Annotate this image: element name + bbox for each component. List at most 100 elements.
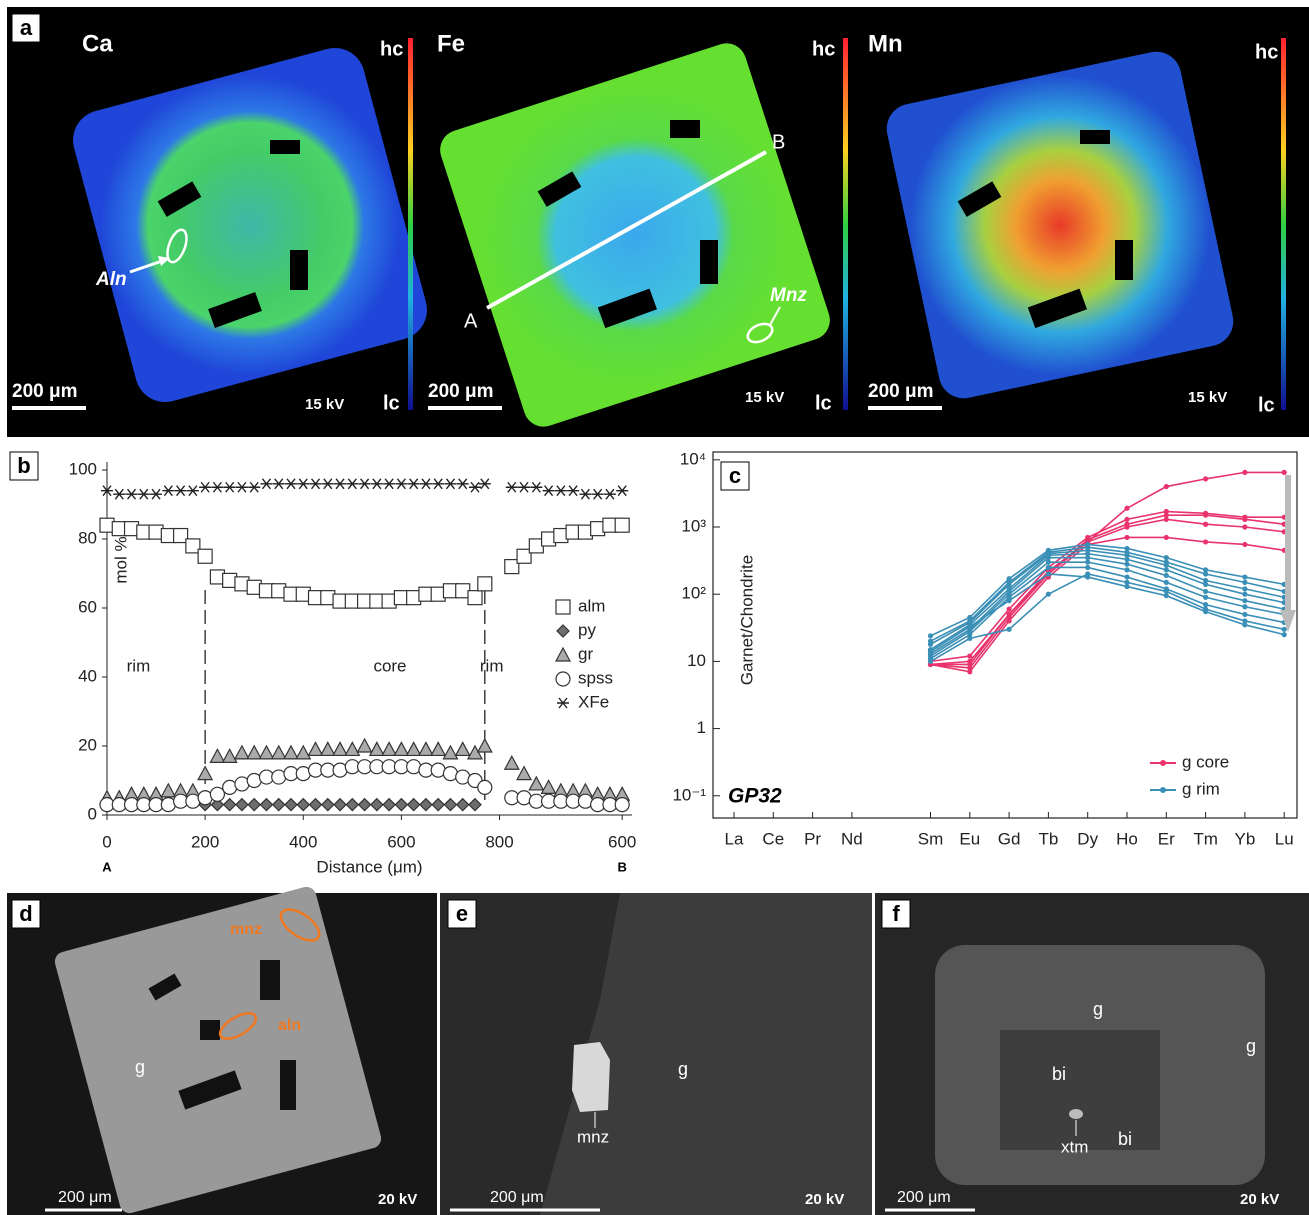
data-point <box>1242 592 1247 597</box>
data-point <box>928 642 933 647</box>
data-point <box>359 799 371 811</box>
data-point <box>260 479 272 489</box>
data-point <box>359 479 371 489</box>
data-point <box>431 742 445 755</box>
x-tick-label: Sm <box>918 829 944 848</box>
zone-label: rim <box>127 656 151 675</box>
data-point <box>1085 560 1090 565</box>
aln-label: aln <box>278 1017 301 1034</box>
element-label: Fe <box>437 30 465 57</box>
y-tick-label: 40 <box>78 666 97 685</box>
data-point <box>198 549 212 563</box>
data-point <box>443 746 457 759</box>
garnet-map <box>882 47 1238 403</box>
data-point <box>592 489 604 499</box>
x-tick-label: 800 <box>485 832 513 851</box>
data-point <box>310 799 322 811</box>
x-tick-label: La <box>725 829 744 848</box>
data-point <box>1203 609 1208 614</box>
panel-label: b <box>17 453 30 478</box>
data-point <box>457 479 469 489</box>
data-point <box>579 489 591 499</box>
data-point <box>1164 535 1169 540</box>
data-point <box>530 482 542 492</box>
x-tick-label: 600 <box>387 832 415 851</box>
biotite-region <box>1000 1030 1160 1150</box>
mineral-label: bi <box>1052 1064 1066 1084</box>
x-tick-label: Eu <box>959 829 980 848</box>
kv-label: 15 kV <box>745 389 784 406</box>
data-point <box>478 780 492 794</box>
data-point <box>928 633 933 638</box>
data-point <box>224 799 236 811</box>
mnz-label: Mnz <box>770 285 807 306</box>
data-point <box>236 799 248 811</box>
annotation: GP32 <box>728 785 782 808</box>
data-point <box>518 482 530 492</box>
data-point <box>1007 612 1012 617</box>
data-point <box>321 742 335 755</box>
data-point <box>505 756 519 769</box>
data-point <box>517 767 531 780</box>
data-point <box>1046 592 1051 597</box>
panel-label: a <box>20 15 33 40</box>
color-bar <box>408 38 413 410</box>
data-point <box>1085 555 1090 560</box>
data-point <box>223 749 237 762</box>
data-point <box>1282 627 1287 632</box>
data-point <box>1124 584 1129 589</box>
mineral-label: g <box>1093 999 1103 1019</box>
scale-label: 200 μm <box>868 381 934 402</box>
y-tick-label: 20 <box>78 735 97 754</box>
legend-marker <box>1160 760 1166 766</box>
data-point <box>1164 484 1169 489</box>
data-point <box>247 746 261 759</box>
mnz-grain <box>572 1042 610 1112</box>
data-point <box>383 799 395 811</box>
data-point <box>468 591 482 605</box>
data-point <box>371 799 383 811</box>
data-point <box>1164 573 1169 578</box>
data-point <box>1164 563 1169 568</box>
zone-label: core <box>373 656 406 675</box>
data-point <box>1124 524 1129 529</box>
data-point <box>615 518 629 532</box>
legend-marker <box>556 648 570 661</box>
legend-marker <box>557 698 569 708</box>
data-point <box>199 482 211 492</box>
data-point <box>616 486 628 496</box>
kv-label: 15 kV <box>305 396 344 413</box>
data-point <box>1242 622 1247 627</box>
legend-marker <box>557 625 569 637</box>
data-point <box>1242 586 1247 591</box>
data-point <box>1046 565 1051 570</box>
aln-label: Aln <box>95 269 127 290</box>
panel-label: d <box>19 901 32 926</box>
panel-e: e g mnz 200 μm 20 kV <box>440 893 872 1215</box>
kv-label: 20 kV <box>1240 1191 1279 1208</box>
data-point <box>1046 571 1051 576</box>
x-axis-end: A <box>102 859 112 874</box>
x-tick-label: Ho <box>1116 829 1138 848</box>
data-point <box>273 799 285 811</box>
data-point <box>236 482 248 492</box>
legend-marker <box>556 672 570 686</box>
legend-label: g core <box>1182 752 1229 771</box>
data-point <box>1164 555 1169 560</box>
data-point <box>1124 506 1129 511</box>
data-point <box>469 799 481 811</box>
x-tick-label: Gd <box>998 829 1021 848</box>
hc-label: hc <box>380 38 403 60</box>
data-point <box>543 486 555 496</box>
data-point <box>138 489 150 499</box>
data-point <box>1164 580 1169 585</box>
data-point <box>1242 612 1247 617</box>
mineral-label: g <box>135 1057 145 1077</box>
data-point <box>1124 567 1129 572</box>
data-point <box>273 479 285 489</box>
x-tick-label: Pr <box>804 829 821 848</box>
data-point <box>1282 632 1287 637</box>
mineral-label: mnz <box>577 1127 609 1146</box>
x-tick-label: 400 <box>289 832 317 851</box>
